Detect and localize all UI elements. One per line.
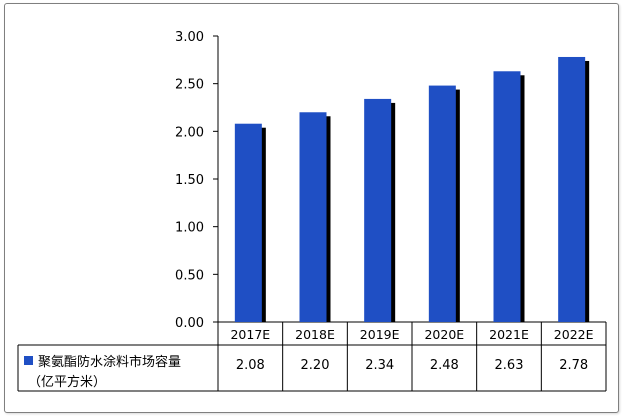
bar — [493, 71, 521, 322]
x-category-label: 2017E — [230, 327, 270, 342]
y-tick-label: 2.00 — [175, 125, 204, 140]
data-table: 聚氨酯防水涂料市场容量 （亿平方米） — [24, 354, 181, 390]
y-tick-label: 3.00 — [175, 30, 204, 45]
legend-series-name: 聚氨酯防水涂料市场容量 — [38, 354, 181, 370]
bar — [299, 112, 327, 323]
table-value-cell: 2.34 — [365, 358, 394, 373]
legend-unit-note: （亿平方米） — [28, 374, 106, 390]
x-category-label: 2018E — [295, 327, 335, 342]
y-tick-label: 1.50 — [175, 173, 204, 188]
table-value-cell: 2.08 — [236, 358, 265, 373]
bar — [558, 56, 586, 323]
x-category-label: 2019E — [360, 327, 400, 342]
y-axis-ticks: 0.00 0.50 1.00 1.50 2.00 2.50 3.00 — [175, 30, 218, 331]
y-tick-label: 1.00 — [175, 221, 204, 236]
y-tick-label: 2.50 — [175, 78, 204, 93]
y-tick-label: 0.00 — [175, 316, 204, 331]
x-category-label: 2021E — [489, 327, 529, 342]
x-category-label: 2020E — [424, 327, 464, 342]
y-tick-label: 0.50 — [175, 268, 204, 283]
bar — [234, 123, 262, 322]
bar — [364, 98, 392, 322]
bar-series — [234, 56, 590, 323]
table-value-cell: 2.63 — [495, 358, 524, 373]
x-category-label: 2022E — [554, 327, 594, 342]
legend-swatch — [24, 356, 33, 365]
table-value-cell: 2.78 — [559, 358, 588, 373]
bar — [428, 85, 456, 322]
table-value-cell: 2.48 — [430, 358, 459, 373]
table-value-cell: 2.20 — [301, 358, 330, 373]
